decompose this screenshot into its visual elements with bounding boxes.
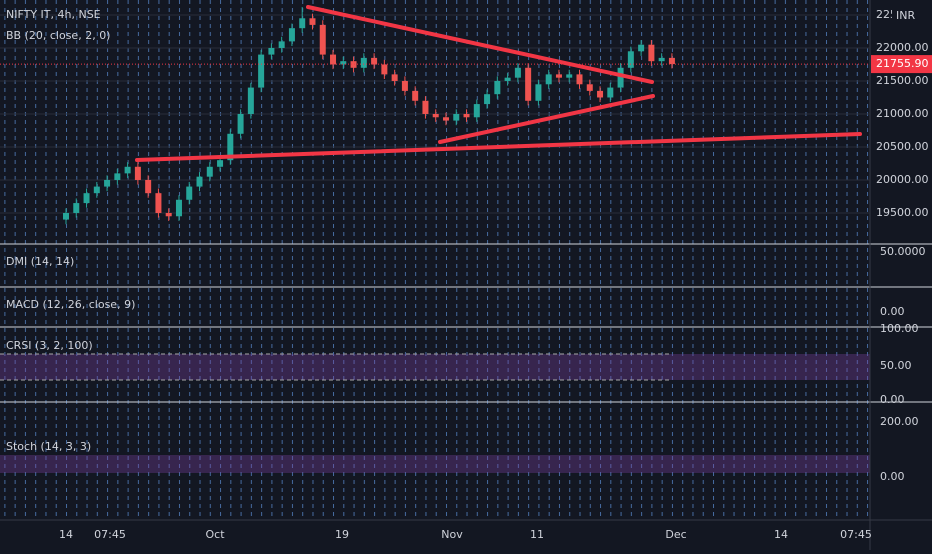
candle-body [525,67,532,101]
candle-body [237,113,244,134]
y-tick-label: 20000.00 [876,173,929,186]
x-tick-label: 11 [530,528,544,541]
candle-body [268,47,275,55]
candle-body [566,74,573,78]
candle-body [104,179,111,187]
candle-body [155,193,162,213]
candle-body [278,41,285,48]
panel-tick-label: 0.00 [880,305,905,318]
y-tick-label: 21500.00 [876,74,929,87]
x-tick-label: Nov [441,528,463,541]
candle-body [648,44,655,62]
stoch-band [0,455,870,473]
trend-lines [135,5,862,162]
y-tick-label: 20500.00 [876,140,929,153]
x-tick-label: 14 [59,528,73,541]
candle-body [638,44,645,52]
candle-body [442,117,449,121]
x-tick-label: 07:45 [840,528,872,541]
candle-body [175,199,182,217]
candle-body [494,80,501,95]
candle-body [484,94,491,105]
candle-body [422,100,429,114]
candle-body [432,113,439,118]
candle-body [288,28,295,42]
candle-body [165,212,172,217]
panel-tick-label: 0.00 [880,470,905,483]
candle-body [114,173,121,180]
candle-body [412,90,419,101]
panel-label: DMI (14, 14) [6,255,74,268]
candle-body [463,113,470,118]
candle-body [627,51,634,68]
candle-body [145,179,152,194]
x-tick-label: Dec [665,528,686,541]
y-tick-label: 19500.00 [876,206,929,219]
indicator-label: BB (20, close, 2, 0) [6,29,110,42]
candle-body [340,61,347,65]
candle-body [299,18,306,29]
crsi-band [0,354,870,380]
candle-body [134,166,141,180]
candle-body [391,74,398,81]
candle-body [617,67,624,88]
candle-body [124,166,131,174]
candle-body [576,74,583,85]
x-tick-label: Oct [205,528,225,541]
candle-body [504,77,511,81]
candle-body [668,57,675,65]
candle-body [319,24,326,55]
panel-label: CRSI (3, 2, 100) [6,339,93,352]
last-price-label: 21755.90 [876,57,929,70]
panel-tick-label: 100.00 [880,322,919,335]
y-tick-label: 21000.00 [876,107,929,120]
panel-label: Stoch (14, 3, 3) [6,440,91,453]
candle-body [196,176,203,187]
last-price-badge [871,55,932,74]
x-tick-label: 07:45 [94,528,126,541]
candle-body [586,84,593,91]
panel-tick-label: 0.00 [880,393,905,406]
vertical-grid [0,0,870,520]
candle-body [258,54,265,88]
panel-tick-label: 50.0000 [880,245,926,258]
candle-body [63,212,69,220]
candle-body [453,113,460,121]
candle-body [360,57,367,68]
candle-body [247,87,254,114]
candle-body [330,54,337,65]
candle-body [186,186,193,200]
candle-body [607,87,614,98]
candle-body [93,186,100,194]
candle-body [350,61,357,68]
y-tick-label: 22000.00 [876,41,929,54]
panel-tick-label: 50.00 [880,359,912,372]
x-tick-label: 19 [335,528,349,541]
currency-label: INR [896,9,915,22]
candle-body [206,166,213,177]
panel-label: MACD (12, 26, close, 9) [6,298,135,311]
symbol-title: NIFTY IT, 4h, NSE [6,8,101,21]
candle-body [309,18,316,25]
candle-body [401,80,408,91]
candle-body [73,203,80,213]
candle-body [371,57,378,65]
candle-body [83,193,90,204]
candle-body [217,160,224,167]
x-tick-label: 14 [774,528,788,541]
candle-body [227,133,234,161]
panel-tick-label: 200.00 [880,415,919,428]
candle-body [555,74,562,78]
candle-body [514,67,521,78]
candle-body [535,84,542,101]
candle-body [658,57,665,62]
currency-badge [892,8,928,24]
candle-body [545,74,552,85]
candle-body [473,104,480,118]
candle-body [381,64,388,75]
candle-body [597,90,604,98]
